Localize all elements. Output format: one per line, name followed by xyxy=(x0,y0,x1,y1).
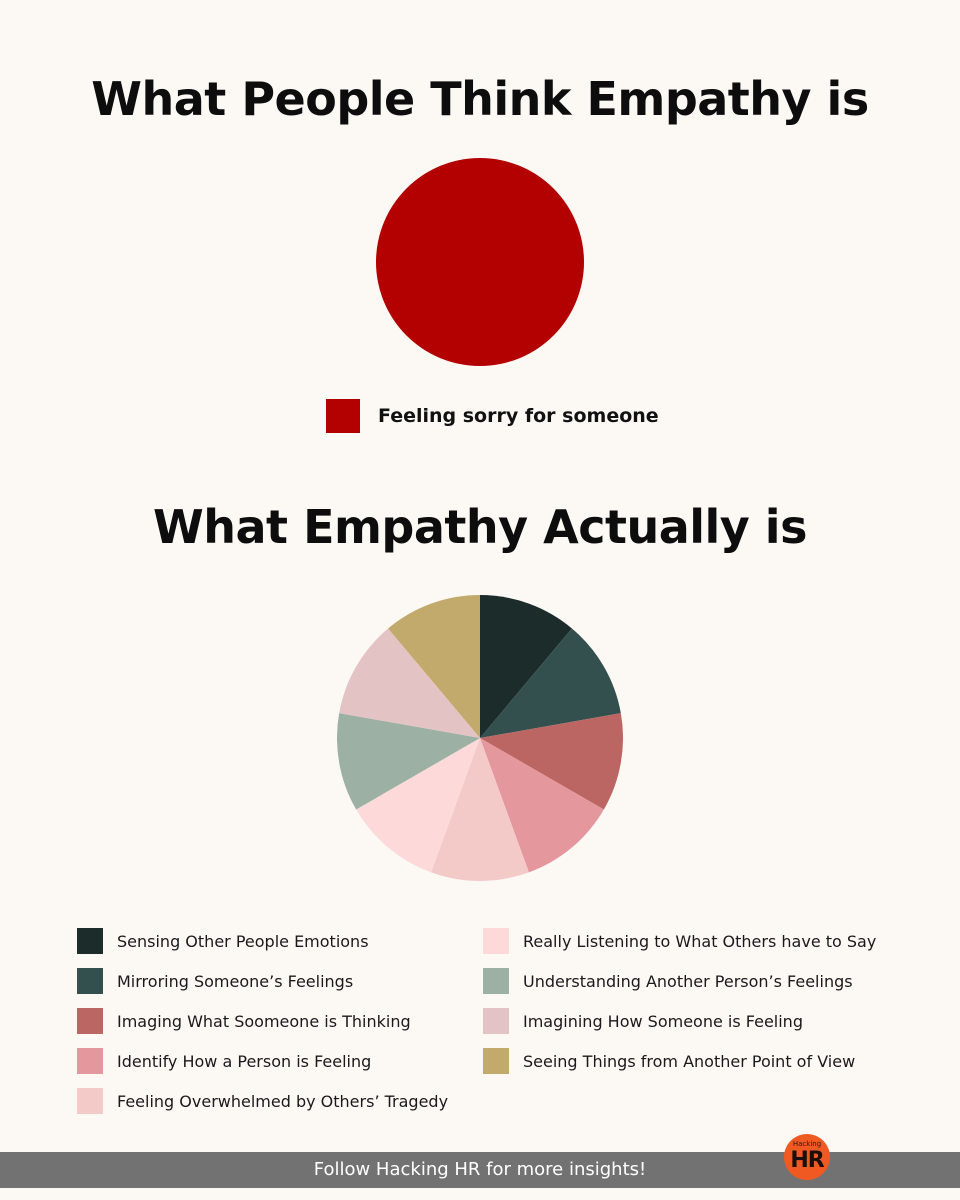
legend-swatch-understanding-another-persons-feelings xyxy=(483,968,509,994)
legend-swatch-seeing-things-from-another-point-of-view xyxy=(483,1048,509,1074)
legend-swatch-really-listening-to-what-others-have-to-say xyxy=(483,928,509,954)
legend-label-imaging-what-soomeone-is-thinking: Imaging What Soomeone is Thinking xyxy=(117,1011,411,1031)
legend-item-identify-how-a-person-is-feeling: Identify How a Person is Feeling xyxy=(77,1048,371,1074)
legend-label-imagining-how-someone-is-feeling: Imagining How Someone is Feeling xyxy=(523,1011,803,1031)
legend-swatch-feeling-sorry xyxy=(326,399,360,433)
pie-slice-sensing-other-people-emotions xyxy=(480,595,572,738)
pie-slice-seeing-things-from-another-point-of-view xyxy=(388,595,480,738)
legend-actual: Sensing Other People Emotions Mirroring S… xyxy=(0,928,960,1128)
logo-small-text: Hacking xyxy=(792,1140,822,1148)
legend-swatch-imaging-what-soomeone-is-thinking xyxy=(77,1008,103,1034)
hacking-hr-logo: Hacking HR xyxy=(784,1134,830,1180)
pie-chart-think xyxy=(376,158,584,366)
legend-label-seeing-things-from-another-point-of-view: Seeing Things from Another Point of View xyxy=(523,1051,856,1071)
legend-item-mirroring-someones-feelings: Mirroring Someone’s Feelings xyxy=(77,968,353,994)
legend-swatch-identify-how-a-person-is-feeling xyxy=(77,1048,103,1074)
legend-label-understanding-another-persons-feelings: Understanding Another Person’s Feelings xyxy=(523,971,853,991)
legend-label-feeling-sorry: Feeling sorry for someone xyxy=(378,405,659,427)
legend-swatch-imagining-how-someone-is-feeling xyxy=(483,1008,509,1034)
legend-label-really-listening-to-what-others-have-to-say: Really Listening to What Others have to … xyxy=(523,931,877,951)
legend-swatch-feeling-overwhelmed-by-others-tragedy xyxy=(77,1088,103,1114)
legend-think: Feeling sorry for someone xyxy=(326,399,659,433)
logo-big-text: HR xyxy=(790,1148,824,1173)
footer-text: Follow Hacking HR for more insights! xyxy=(313,1159,647,1180)
legend-label-identify-how-a-person-is-feeling: Identify How a Person is Feeling xyxy=(117,1051,372,1071)
legend-label-feeling-overwhelmed-by-others-tragedy: Feeling Overwhelmed by Others’ Tragedy xyxy=(117,1091,449,1111)
pie-slice-really-listening-to-what-others-have-to-say xyxy=(356,738,480,873)
pie-slice-understanding-another-persons-feelings xyxy=(337,713,480,810)
legend-label-sensing-other-people-emotions: Sensing Other People Emotions xyxy=(117,931,369,951)
pie-slice-imagining-how-someone-is-feeling xyxy=(339,628,480,738)
pie-slice-feeling-sorry-for-someone xyxy=(376,158,584,366)
legend-item-sensing-other-people-emotions: Sensing Other People Emotions xyxy=(77,928,369,954)
legend-item-imaging-what-soomeone-is-thinking: Imaging What Soomeone is Thinking xyxy=(77,1008,411,1034)
legend-item-imagining-how-someone-is-feeling: Imagining How Someone is Feeling xyxy=(483,1008,803,1034)
legend-label-mirroring-someones-feelings: Mirroring Someone’s Feelings xyxy=(117,971,354,991)
pie-chart-actual xyxy=(337,595,623,881)
chart-title-top: What People Think Empathy is xyxy=(91,72,869,126)
pie-slice-feeling-overwhelmed-by-others-tragedy xyxy=(431,738,529,881)
legend-item-seeing-things-from-another-point-of-view: Seeing Things from Another Point of View xyxy=(483,1048,855,1074)
legend-item-feeling-overwhelmed-by-others-tragedy: Feeling Overwhelmed by Others’ Tragedy xyxy=(77,1088,448,1114)
chart-title-bottom: What Empathy Actually is xyxy=(153,500,807,554)
pie-slice-identify-how-a-person-is-feeling xyxy=(480,738,604,873)
legend-item-really-listening-to-what-others-have-to-say: Really Listening to What Others have to … xyxy=(483,928,876,954)
legend-swatch-sensing-other-people-emotions xyxy=(77,928,103,954)
legend-swatch-mirroring-someones-feelings xyxy=(77,968,103,994)
pie-slice-mirroring-someones-feelings xyxy=(480,628,621,738)
pie-slice-imaging-what-soomeone-is-thinking xyxy=(480,713,623,810)
legend-item-understanding-another-persons-feelings: Understanding Another Person’s Feelings xyxy=(483,968,853,994)
